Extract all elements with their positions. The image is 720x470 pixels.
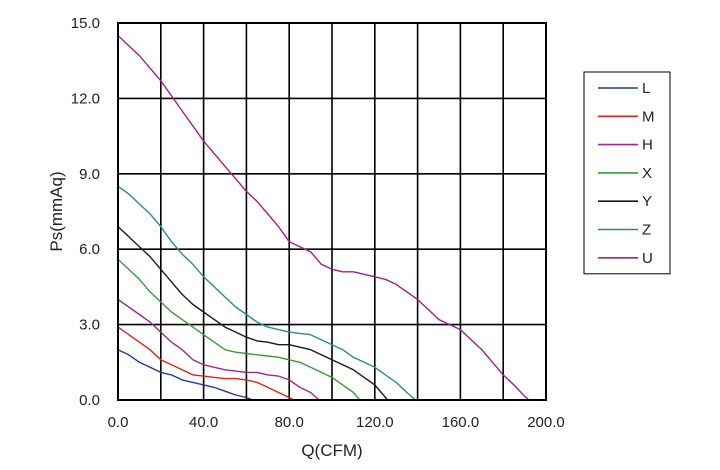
- legend-label-y: Y: [642, 193, 652, 210]
- y-axis-title: Ps(mmAq): [47, 171, 66, 251]
- x-tick-label: 160.0: [442, 414, 480, 431]
- x-tick-label: 80.0: [275, 414, 304, 431]
- y-tick-label: 0.0: [79, 392, 100, 409]
- y-tick-label: 12.0: [71, 90, 100, 107]
- x-tick-labels: 0.0 40.0 80.0 120.0 160.0 200.0: [108, 414, 565, 431]
- legend-label-z: Z: [642, 222, 651, 239]
- y-tick-labels: 0.0 3.0 6.0 9.0 12.0 15.0: [71, 15, 100, 409]
- y-tick-label: 6.0: [79, 241, 100, 258]
- y-tick-label: 3.0: [79, 317, 100, 334]
- legend-label-u: U: [642, 250, 653, 267]
- y-tick-label: 15.0: [71, 15, 100, 32]
- series-line-y: [117, 226, 389, 401]
- series-line-z: [117, 185, 416, 401]
- series-line-h: [117, 298, 320, 401]
- x-tick-label: 200.0: [527, 414, 565, 431]
- x-tick-label: 0.0: [108, 414, 129, 431]
- series-line-m: [117, 326, 294, 401]
- x-tick-label: 120.0: [356, 414, 394, 431]
- grid: [118, 23, 546, 400]
- legend-label-l: L: [642, 80, 650, 97]
- legend-label-m: M: [642, 108, 655, 125]
- series-lines: [117, 35, 530, 401]
- series-line-x: [117, 258, 361, 401]
- x-tick-label: 40.0: [189, 414, 218, 431]
- legend-label-h: H: [642, 137, 653, 154]
- plot-frame: [117, 22, 547, 401]
- series-line-l: [117, 349, 254, 401]
- series-line-u: [117, 35, 530, 401]
- legend-label-x: X: [642, 165, 652, 182]
- y-tick-label: 9.0: [79, 166, 100, 183]
- x-axis-title: Q(CFM): [301, 441, 362, 460]
